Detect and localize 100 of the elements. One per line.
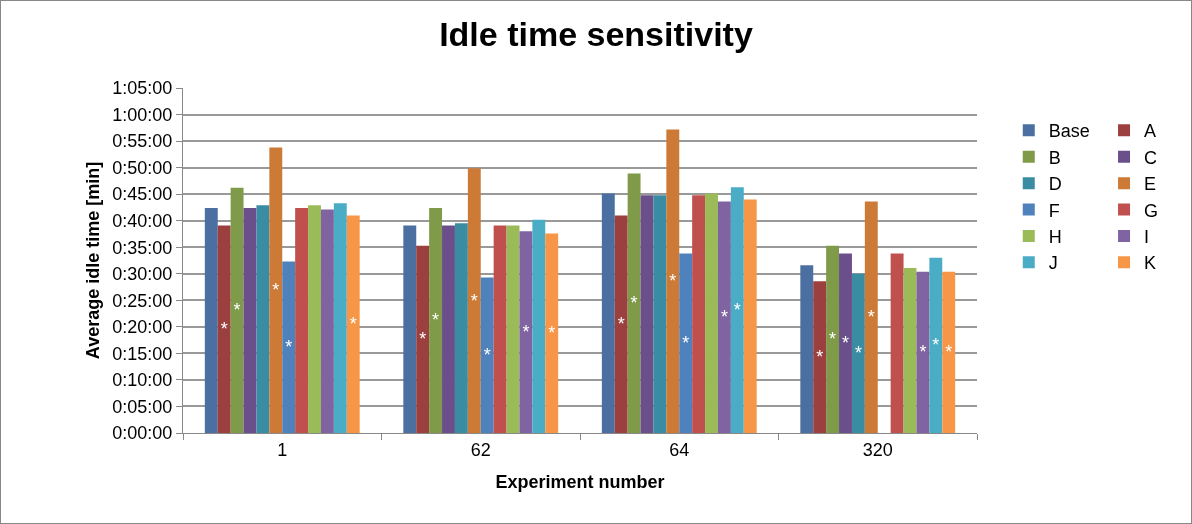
bar (467, 168, 481, 433)
bar (454, 223, 468, 433)
data-label: * (682, 333, 690, 354)
bar (429, 207, 443, 433)
bar (256, 205, 270, 433)
legend-label: B (1048, 147, 1061, 168)
bar (614, 215, 628, 433)
data-label: * (720, 307, 728, 328)
x-tick-label: 64 (669, 439, 690, 460)
legend-label: F (1048, 200, 1060, 221)
data-label: * (548, 323, 556, 344)
data-label: * (829, 329, 837, 350)
data-label: * (669, 271, 677, 292)
bar (903, 267, 917, 433)
bar (308, 205, 321, 433)
bar (800, 265, 814, 433)
data-label: * (220, 319, 228, 340)
legend-label: A (1144, 121, 1157, 142)
data-label: * (419, 329, 427, 350)
y-axis-title: Average idle time [min] (82, 161, 103, 360)
y-tick-label: 0:50:00 (112, 157, 173, 178)
bar (839, 253, 852, 433)
legend-label: C (1144, 147, 1158, 168)
bar (653, 195, 667, 433)
bar (942, 271, 956, 433)
bar (640, 195, 654, 433)
bar (916, 271, 930, 433)
data-label: * (617, 314, 625, 335)
x-tick-label: 1 (277, 439, 288, 460)
bar (705, 193, 718, 433)
legend-label: Base (1048, 121, 1090, 142)
data-label: * (470, 290, 478, 311)
bar (230, 187, 244, 433)
bar (929, 257, 943, 433)
bar (864, 201, 878, 433)
bar (442, 225, 455, 433)
bar (679, 253, 693, 433)
legend-label: G (1144, 200, 1159, 221)
legend-label: I (1144, 226, 1150, 247)
y-tick-label: 1:05:00 (112, 78, 173, 99)
bar (519, 231, 533, 433)
bar (217, 225, 231, 433)
data-label: * (483, 345, 491, 366)
legend-label: K (1144, 253, 1157, 274)
x-tick-label: 62 (470, 439, 491, 460)
bar (890, 253, 904, 433)
data-label: * (432, 310, 440, 331)
bar (601, 193, 615, 433)
y-tick-label: 0:10:00 (112, 370, 173, 391)
legend-label: E (1144, 174, 1157, 195)
bar (506, 225, 520, 433)
bar (730, 187, 744, 433)
bar (826, 245, 840, 433)
bar (743, 199, 757, 433)
legend-label: D (1048, 174, 1062, 195)
data-label: * (285, 337, 293, 358)
legend-label: J (1048, 253, 1058, 274)
y-tick-label: 0:45:00 (112, 184, 173, 205)
bar (204, 207, 218, 433)
bar (243, 207, 257, 433)
y-tick-label: 0:40:00 (112, 210, 173, 231)
y-tick-label: 0:20:00 (112, 317, 173, 338)
bar (333, 203, 347, 433)
bar (295, 207, 309, 433)
legend-label: H (1048, 226, 1062, 247)
bar (269, 147, 283, 433)
bar (346, 215, 360, 433)
bar (493, 225, 507, 433)
y-tick-label: 0:15:00 (112, 343, 173, 364)
bar (480, 277, 494, 433)
y-tick-label: 0:35:00 (112, 237, 173, 258)
data-label: * (233, 300, 241, 321)
y-tick-label: 1:00:00 (112, 104, 173, 125)
data-label: * (816, 347, 824, 368)
chart-title: Idle time sensitivity (439, 14, 753, 53)
bar (851, 273, 865, 433)
data-label: * (522, 322, 530, 343)
y-tick-label: 0:00:00 (112, 423, 173, 444)
bar (416, 245, 430, 433)
bar (692, 195, 706, 433)
y-tick-label: 0:25:00 (112, 290, 173, 311)
bar (320, 209, 334, 433)
bar (717, 201, 731, 433)
data-label: * (272, 280, 280, 301)
data-label: * (867, 307, 875, 328)
bar (403, 225, 417, 433)
data-label: * (630, 293, 638, 314)
data-label: * (945, 342, 953, 363)
y-tick-label: 0:30:00 (112, 264, 173, 285)
x-tick-label: 320 (862, 439, 893, 460)
y-tick-label: 0:05:00 (112, 396, 173, 417)
data-label: * (841, 333, 849, 354)
x-axis-title: Experiment number (495, 471, 665, 492)
bar (282, 261, 296, 433)
data-label: * (932, 335, 940, 356)
data-label: * (919, 342, 927, 363)
data-label: * (854, 343, 862, 364)
bar (666, 129, 680, 433)
bar (627, 173, 641, 433)
bar (545, 233, 559, 433)
